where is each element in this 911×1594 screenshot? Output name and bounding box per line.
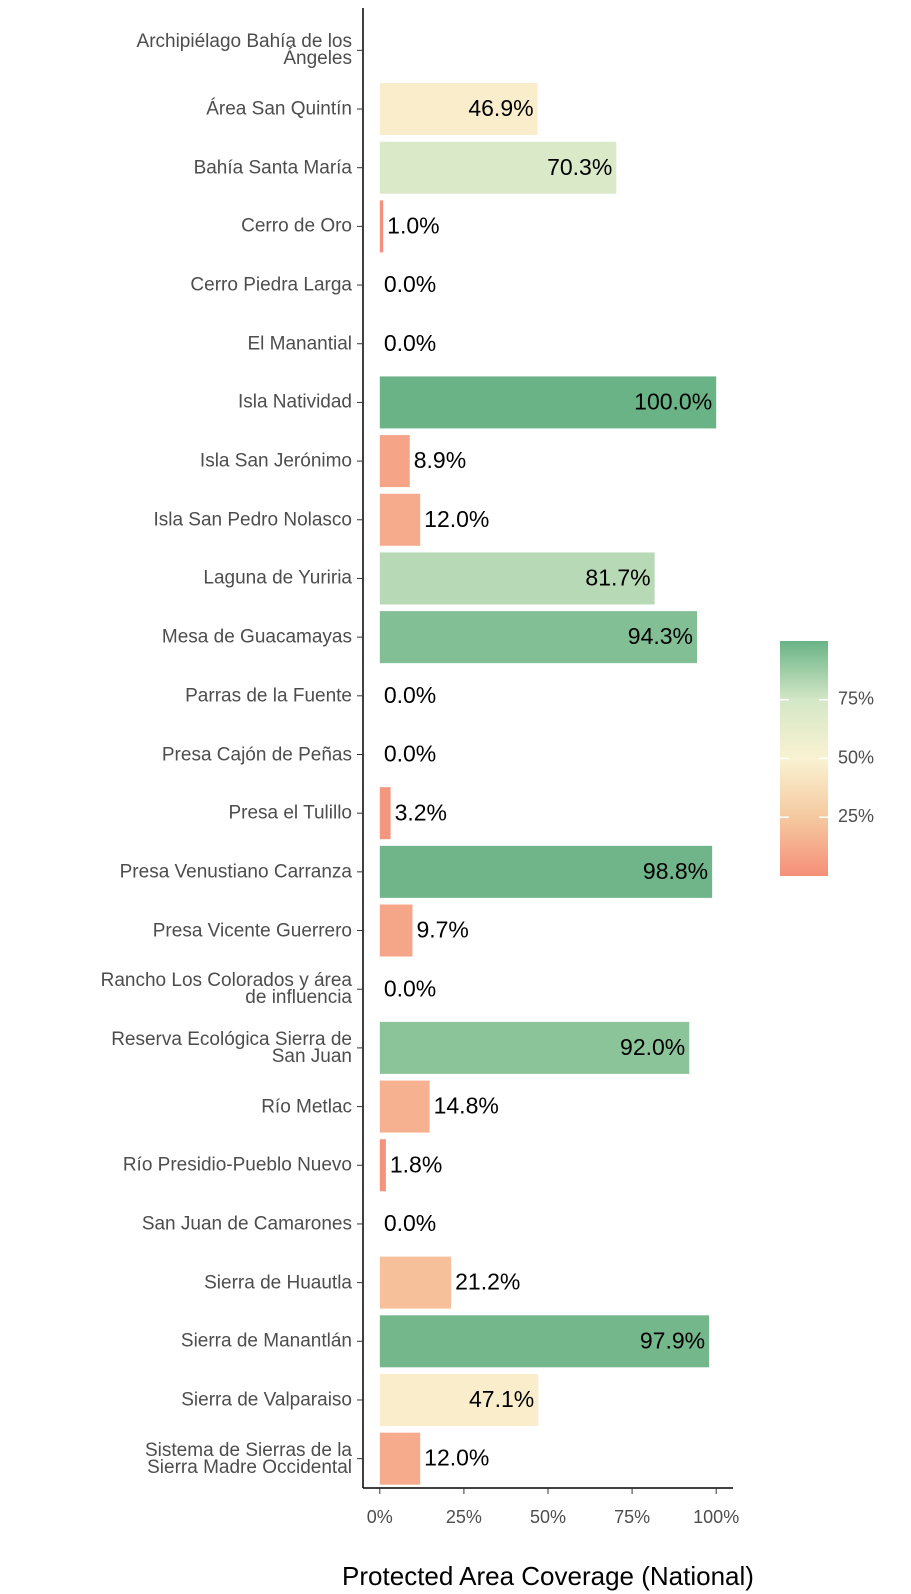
- bar: [379, 1315, 710, 1368]
- y-tick-label: Mesa de Guacamayas: [161, 626, 352, 648]
- value-label: 100.0%: [634, 388, 712, 414]
- y-tick-label: Sierra de Valparaiso: [181, 1389, 352, 1411]
- y-tick-label: Cerro de Oro: [241, 215, 352, 237]
- value-label: 0.0%: [384, 682, 436, 708]
- value-label: 8.9%: [414, 447, 466, 473]
- y-tick-label: Isla Natividad: [237, 391, 352, 413]
- bar: [379, 435, 410, 488]
- bar: [379, 200, 384, 253]
- value-label: 1.8%: [390, 1151, 442, 1177]
- y-tick-label: Isla San Jerónimo: [199, 450, 352, 472]
- value-label: 0.0%: [384, 1210, 436, 1236]
- bar: [379, 1373, 539, 1426]
- y-tick-label: Isla San Pedro Nolasco: [153, 509, 352, 531]
- bar: [379, 1139, 386, 1192]
- value-label: 0.0%: [384, 975, 436, 1001]
- bar: [379, 493, 421, 546]
- bar: [379, 904, 413, 957]
- bar: [379, 611, 698, 664]
- y-tick-label: Sierra de Manantlán: [180, 1330, 352, 1352]
- value-label: 14.8%: [434, 1093, 499, 1119]
- value-label: 46.9%: [468, 95, 533, 121]
- y-tick-label: Presa Cajón de Peñas: [161, 744, 352, 765]
- bar: [379, 1432, 421, 1485]
- x-tick-label: 100%: [693, 1507, 739, 1527]
- value-label: 12.0%: [424, 506, 489, 532]
- y-tick-label: Parras de la Fuente: [185, 685, 352, 707]
- value-label: 21.2%: [455, 1269, 520, 1295]
- value-label: 12.0%: [424, 1445, 489, 1471]
- colorbar-tick-label: 25%: [838, 806, 874, 826]
- x-tick-label: 0%: [367, 1507, 393, 1527]
- value-label: 94.3%: [628, 623, 693, 649]
- y-tick-label: San Juan de Camarones: [141, 1213, 352, 1235]
- bar: [379, 1021, 690, 1074]
- y-tick-label: Presa Venustiano Carranza: [119, 861, 352, 883]
- colorbar-tick-label: 50%: [838, 747, 874, 767]
- value-label: 97.9%: [640, 1327, 705, 1353]
- bar: [379, 376, 717, 429]
- y-tick-label: Sistema de Sierras de la Sierra Madre Oc…: [145, 1439, 352, 1478]
- value-label: 98.8%: [643, 858, 708, 884]
- y-tick-label: Río Metlac: [261, 1096, 352, 1118]
- y-tick-label: Laguna de Yuriria: [203, 567, 352, 589]
- colorbar-tick-label: 75%: [838, 689, 874, 709]
- value-label: 1.0%: [387, 212, 439, 238]
- value-label: 0.0%: [384, 741, 436, 767]
- bar: [379, 845, 713, 898]
- y-tick-label: El Manantial: [247, 333, 352, 355]
- y-tick-label: Reserva Ecológica Sierra de San Juan: [111, 1028, 352, 1067]
- value-label: 0.0%: [384, 271, 436, 297]
- x-axis-title: Protected Area Coverage (National): [342, 1561, 754, 1591]
- bar: [379, 552, 655, 605]
- y-tick-label: Presa Vicente Guerrero: [152, 920, 352, 942]
- y-tick-label: Bahía Santa María: [193, 157, 352, 179]
- x-tick-label: 25%: [446, 1507, 482, 1527]
- bar: [379, 141, 617, 194]
- bar: [379, 1080, 430, 1133]
- bar: [379, 787, 391, 840]
- value-label: 0.0%: [384, 330, 436, 356]
- y-tick-label: Archipiélago Bahía de los Ángeles: [136, 31, 352, 70]
- y-tick-label: Cerro Piedra Larga: [190, 274, 352, 296]
- value-label: 81.7%: [585, 565, 650, 591]
- y-tick-label: Sierra de Huautla: [204, 1272, 352, 1294]
- value-label: 9.7%: [416, 917, 468, 943]
- bar: [379, 1256, 452, 1309]
- y-tick-label: Presa el Tulillo: [228, 802, 352, 824]
- y-tick-label: Área San Quintín: [206, 98, 352, 120]
- x-tick-label: 50%: [530, 1507, 566, 1527]
- bar: [379, 83, 538, 136]
- value-label: 70.3%: [547, 154, 612, 180]
- value-label: 47.1%: [469, 1386, 534, 1412]
- y-tick-label: Río Presidio-Pueblo Nuevo: [122, 1154, 352, 1176]
- x-tick-label: 75%: [614, 1507, 650, 1527]
- y-tick-label: Rancho Los Colorados y área de influenci…: [100, 970, 352, 1009]
- value-label: 92.0%: [620, 1034, 685, 1060]
- value-label: 3.2%: [395, 799, 447, 825]
